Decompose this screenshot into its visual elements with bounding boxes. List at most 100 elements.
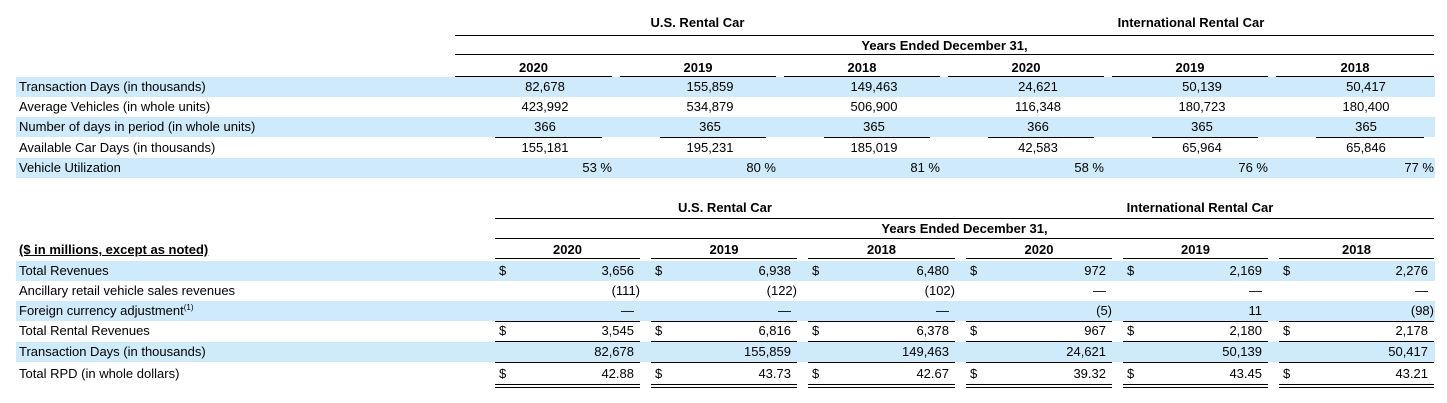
currency-symbol: $ [1283,366,1291,381]
total-double-rule [966,384,1112,388]
unit-caption: ($ in millions, except as noted) [19,242,209,257]
subtotal-rule [1279,362,1434,363]
period-header: Years Ended December 31, [881,221,1048,236]
table-cell: 365 [1355,119,1377,134]
column-rule [455,76,612,77]
year-header: 2020 [519,60,548,75]
table-cell: 365 [863,119,885,134]
table-cell: 42,583 [1018,140,1058,155]
table-cell: 11 [1248,303,1263,318]
subtotal-rule [660,137,766,138]
table-cell: 155,859 [686,79,734,94]
table-cell: 2,178 [1395,323,1428,338]
table-cell: 39.32 [1073,366,1106,381]
table-cell: (102) [924,283,955,298]
column-rule [1279,258,1434,259]
table-cell: 6,480 [916,263,949,278]
table-cell: 6,938 [758,263,791,278]
currency-symbol: $ [499,366,507,381]
total-double-rule [495,384,640,388]
footnote-marker: (1) [183,303,194,312]
table-cell: 43.45 [1229,366,1262,381]
row-band [16,77,1435,97]
year-header: 2018 [1342,242,1371,257]
table-cell: 3,656 [601,263,634,278]
subtotal-rule [1316,137,1424,138]
group-header-international: International Rental Car [1126,200,1274,215]
group-header-international: International Rental Car [1117,15,1265,30]
column-rule [948,76,1104,77]
table-cell: 195,231 [686,140,734,155]
table-cell: 967 [1084,323,1106,338]
table-cell: 116,348 [1014,99,1062,114]
subtotal-rule [495,362,640,363]
table-cell: (122) [766,283,797,298]
table-cell: 366 [534,119,556,134]
subtotal-rule [651,362,797,363]
group-header-us: U.S. Rental Car [678,200,772,215]
subtotal-rule [651,321,797,322]
currency-symbol: $ [970,366,978,381]
year-header: 2020 [1011,60,1041,75]
subtotal-rule [1123,341,1268,342]
table-cell: 50,139 [1222,344,1262,359]
subtotal-rule [966,321,1112,322]
table-cell: (5) [1096,303,1112,318]
currency-symbol: $ [655,323,663,338]
row-label: Average Vehicles (in whole units) [19,99,211,114]
subtotal-rule [966,341,1112,342]
currency-symbol: $ [1283,263,1291,278]
table-cell: (98) [1410,303,1434,318]
currency-symbol: $ [655,366,663,381]
table-cell: 42.88 [601,366,634,381]
subtotal-rule [808,341,955,342]
table-cell: 53 % [582,160,612,175]
table-cell: 149,463 [850,79,898,94]
currency-symbol: $ [1127,366,1135,381]
row-label: Foreign currency adjustment(1) [19,303,194,318]
year-header: 2019 [683,60,713,75]
table-cell: 24,621 [1018,79,1058,94]
subtotal-rule [808,362,955,363]
row-label: Vehicle Utilization [19,160,121,175]
subtotal-rule [988,137,1094,138]
currency-symbol: $ [1127,263,1135,278]
table-cell: 50,139 [1182,79,1222,94]
subtotal-rule [651,341,797,342]
subtotal-rule [1152,137,1258,138]
column-rule [620,76,776,77]
table-cell: 76 % [1238,160,1268,175]
row-label: Total Rental Revenues [19,323,150,338]
row-band [16,158,1435,178]
row-label: Total Revenues [19,263,109,278]
subtotal-rule [1123,321,1268,322]
table-cell: 81 % [910,160,940,175]
table-cell: 972 [1084,263,1106,278]
row-label: Transaction Days (in thousands) [19,344,206,359]
table-cell: 65,964 [1182,140,1222,155]
subtotal-rule [1123,362,1268,363]
table-cell: — [1093,283,1106,298]
total-double-rule [1279,384,1434,388]
year-header: 2019 [1181,242,1210,257]
table-cell: 50,417 [1346,79,1386,94]
currency-symbol: $ [812,263,820,278]
header-rule [455,54,1434,55]
table-cell: 180,723 [1178,99,1226,114]
table-cell: 43.73 [758,366,791,381]
subtotal-rule [966,362,1112,363]
currency-symbol: $ [655,263,663,278]
table-cell: 50,417 [1388,344,1428,359]
table-cell: 42.67 [916,366,949,381]
table-cell: — [1415,283,1428,298]
subtotal-rule [824,137,930,138]
year-header: 2018 [847,60,877,75]
table-cell: — [621,303,634,318]
table-cell: 6,816 [758,323,791,338]
row-label: Available Car Days (in thousands) [19,140,216,155]
column-rule [1276,76,1434,77]
table-cell: — [1249,283,1262,298]
year-header: 2020 [1024,242,1054,257]
table-cell: 82,678 [525,79,565,94]
row-label: Total RPD (in whole dollars) [19,366,180,381]
